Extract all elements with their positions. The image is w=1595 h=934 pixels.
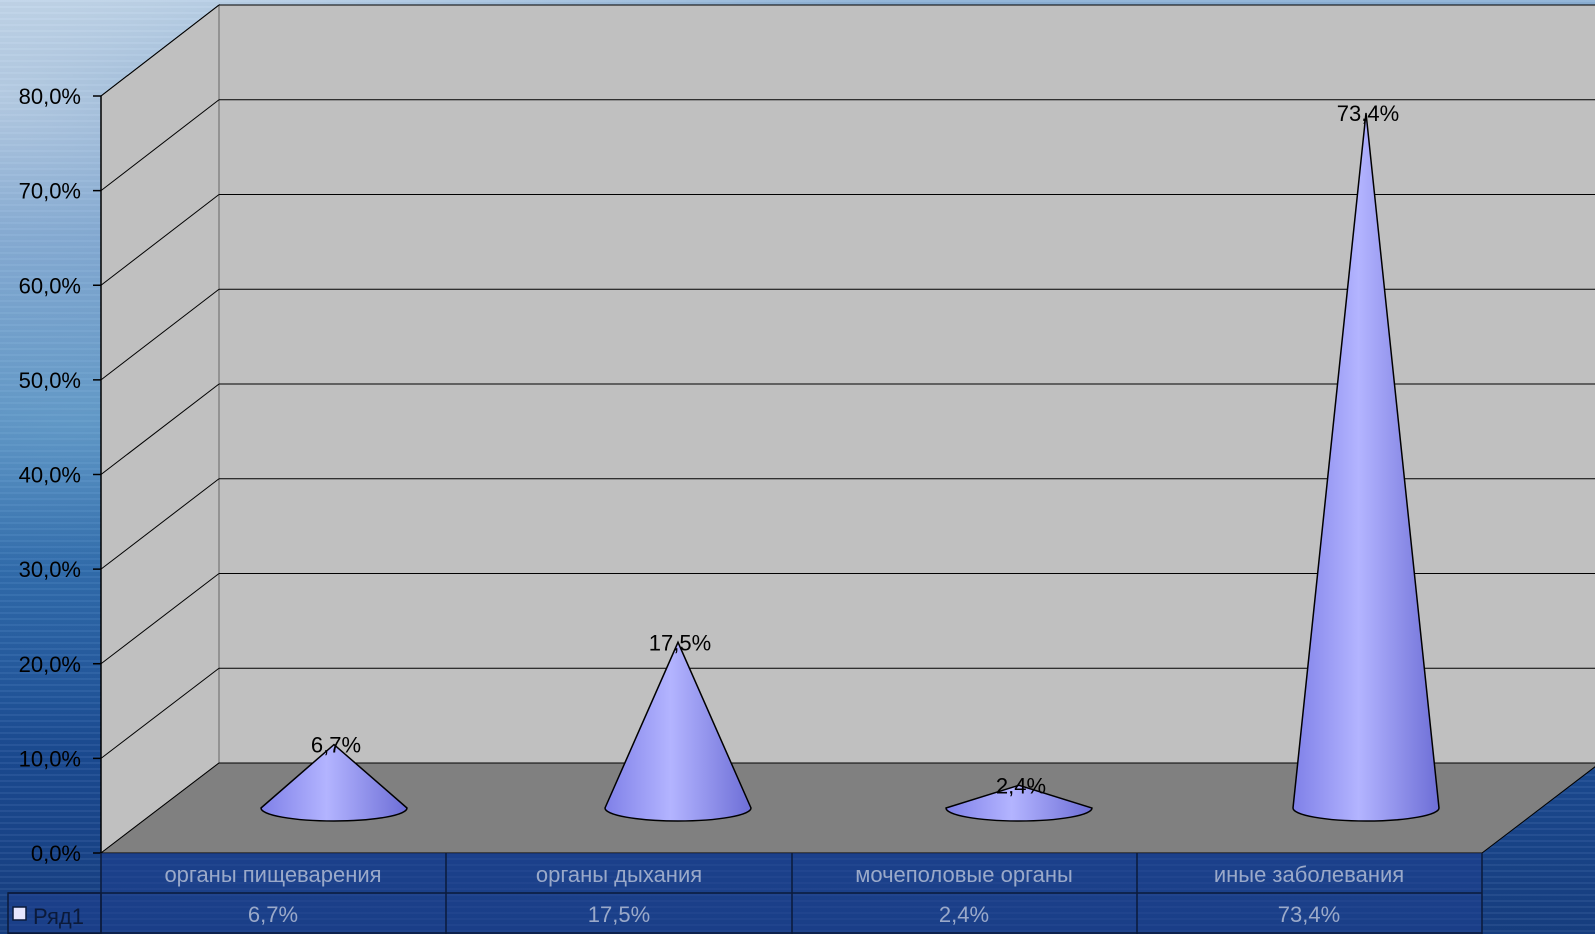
data-label: 73,4% — [1337, 101, 1399, 126]
gridline-side — [100, 194, 220, 286]
table-value-cell: 2,4% — [939, 902, 989, 927]
y-tick-label: 30,0% — [19, 557, 81, 582]
legend-swatch — [12, 906, 27, 921]
cone-bar — [945, 784, 1093, 822]
gridline-side — [100, 288, 220, 381]
gridline-side — [100, 573, 220, 665]
data-label: 6,7% — [311, 733, 361, 758]
y-tick-label: 70,0% — [19, 179, 81, 204]
table-category-label: органы дыхания — [536, 862, 702, 887]
y-tick-label: 80,0% — [19, 84, 81, 109]
table-category-label: мочеполовые органы — [855, 862, 1073, 887]
table-value-cell: 73,4% — [1278, 902, 1340, 927]
table-category-label: иные заболевания — [1214, 862, 1404, 887]
table-value-row: 6,7% 17,5% 2,4% 73,4% — [248, 902, 1340, 927]
y-tick-label: 40,0% — [19, 463, 81, 488]
gridline-side — [100, 99, 220, 192]
table-category-row: органы пищеварения органы дыхания мочеполо… — [164, 862, 1404, 887]
data-label: 2,4% — [996, 773, 1046, 798]
gridline-side — [100, 478, 220, 570]
y-tick-label: 50,0% — [19, 368, 81, 393]
y-tick-label: 60,0% — [19, 273, 81, 298]
legend-series-name: Ряд1 — [33, 904, 84, 929]
cone-bar — [260, 743, 408, 822]
y-axis-ticks: 0,0% 10,0% 20,0% 30,0% 40,0% 50,0% 60,0% 70,0% 8… — [19, 84, 101, 866]
gridline-side — [100, 383, 220, 475]
cone-bar — [1292, 112, 1440, 822]
table-category-label: органы пищеварения — [164, 862, 381, 887]
data-label: 17,5% — [649, 630, 711, 655]
cone-bar — [604, 640, 752, 822]
y-tick-label: 0,0% — [31, 841, 81, 866]
gridline-side — [100, 667, 220, 759]
y-tick-label: 20,0% — [19, 652, 81, 677]
table-value-cell: 6,7% — [248, 902, 298, 927]
cones — [260, 112, 1440, 822]
table-value-cell: 17,5% — [588, 902, 650, 927]
data-labels: 6,7% 17,5% 2,4% 73,4% — [311, 101, 1399, 798]
gridline-side — [100, 4, 220, 97]
data-table: Ряд1 органы пищеварения органы дыхания моч… — [7, 853, 1483, 934]
y-tick-label: 10,0% — [19, 746, 81, 771]
